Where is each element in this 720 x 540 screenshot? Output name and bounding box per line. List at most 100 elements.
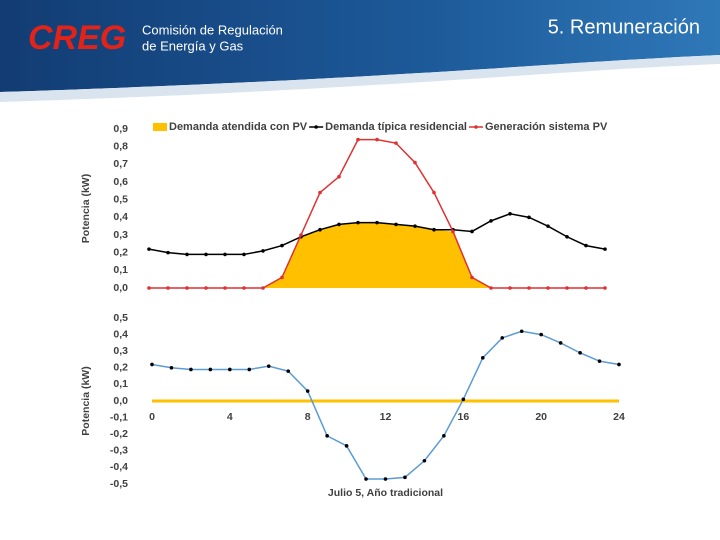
point	[508, 286, 512, 290]
y-tick-label: 0,4	[113, 328, 128, 340]
y-axis-label: Potencia (kW)	[80, 174, 92, 243]
x-tick-label: 8	[305, 411, 311, 423]
y-tick-label: -0,3	[110, 445, 128, 457]
point	[261, 249, 265, 253]
y-axis-label: Potencia (kW)	[80, 366, 92, 435]
point	[204, 286, 208, 290]
point	[383, 477, 388, 481]
point	[356, 220, 360, 225]
point	[247, 367, 252, 372]
x-axis-label: Julio 5, Año tradicional	[328, 487, 443, 499]
point	[442, 434, 446, 438]
point	[280, 275, 284, 280]
logo: CREG	[28, 19, 126, 57]
point	[185, 252, 189, 257]
legend-marker	[474, 125, 478, 129]
point	[480, 356, 485, 360]
header-band	[0, 0, 720, 92]
y-tick-label: 0,5	[113, 193, 128, 205]
point	[527, 286, 531, 290]
y-tick-label: 0,1	[113, 378, 128, 390]
y-tick-label: 0,2	[113, 246, 128, 258]
point	[617, 362, 621, 367]
point	[242, 286, 246, 290]
point	[489, 219, 493, 223]
point	[578, 351, 582, 355]
point	[470, 229, 474, 234]
y-tick-label: -0,1	[110, 411, 128, 423]
point	[299, 233, 303, 237]
point	[223, 286, 227, 290]
org-name: de Energía y Gas	[142, 38, 244, 53]
point	[558, 341, 563, 345]
point	[584, 286, 588, 290]
y-tick-label: 0,8	[113, 140, 128, 152]
section-title: 5. Remuneración	[548, 16, 700, 38]
x-tick-label: 20	[535, 411, 547, 423]
point	[603, 286, 607, 290]
point	[364, 477, 368, 481]
y-tick-label: 0,6	[113, 176, 128, 188]
point	[228, 367, 232, 372]
point	[344, 444, 349, 448]
point	[169, 366, 174, 370]
header-curve	[0, 55, 720, 102]
org-name: Comisión de Regulación	[142, 22, 283, 37]
y-tick-label: 0,5	[113, 312, 128, 324]
point	[261, 286, 265, 290]
y-tick-label: -0,2	[110, 428, 128, 440]
point	[266, 364, 271, 368]
x-tick-label: 4	[227, 411, 233, 423]
point	[565, 286, 569, 290]
point	[375, 220, 379, 225]
point	[597, 359, 602, 363]
point	[325, 434, 329, 438]
point	[208, 367, 213, 372]
x-tick-label: 0	[149, 411, 155, 423]
point	[432, 227, 436, 232]
y-tick-label: 0,2	[113, 362, 128, 374]
x-tick-label: 16	[457, 411, 469, 423]
x-tick-label: 24	[613, 411, 625, 423]
y-tick-label: 0,0	[113, 395, 128, 407]
y-tick-label: 0,0	[113, 282, 128, 294]
y-tick-label: 0,3	[113, 229, 128, 241]
legend-swatch	[153, 123, 167, 131]
point	[204, 252, 208, 257]
area	[149, 222, 605, 288]
point	[337, 222, 341, 227]
series-line	[151, 330, 620, 480]
y-tick-label: 0,9	[113, 123, 128, 135]
point	[508, 212, 512, 216]
point	[318, 190, 322, 195]
point	[375, 137, 379, 142]
y-tick-label: 0,3	[113, 345, 128, 357]
point	[603, 247, 607, 251]
point	[470, 275, 474, 280]
point	[584, 243, 588, 248]
point	[422, 458, 427, 463]
point	[403, 475, 407, 480]
point	[166, 250, 170, 255]
legend-label: Generación sistema PV	[485, 121, 608, 133]
legend-marker	[314, 125, 318, 129]
point	[318, 227, 322, 232]
point	[189, 367, 193, 372]
y-tick-label: 0,4	[113, 211, 128, 223]
point	[394, 222, 398, 227]
point	[223, 252, 227, 257]
point	[166, 286, 170, 290]
point	[565, 234, 569, 239]
point	[527, 215, 531, 220]
point	[280, 243, 284, 248]
point	[413, 160, 417, 165]
legend-label: Demanda atendida con PV	[169, 121, 308, 133]
point	[305, 389, 310, 393]
y-tick-label: -0,4	[110, 461, 128, 473]
point	[461, 397, 466, 402]
point	[432, 190, 436, 195]
point	[356, 137, 360, 142]
point	[519, 329, 524, 334]
point	[500, 336, 505, 340]
y-tick-label: 0,7	[113, 158, 128, 170]
